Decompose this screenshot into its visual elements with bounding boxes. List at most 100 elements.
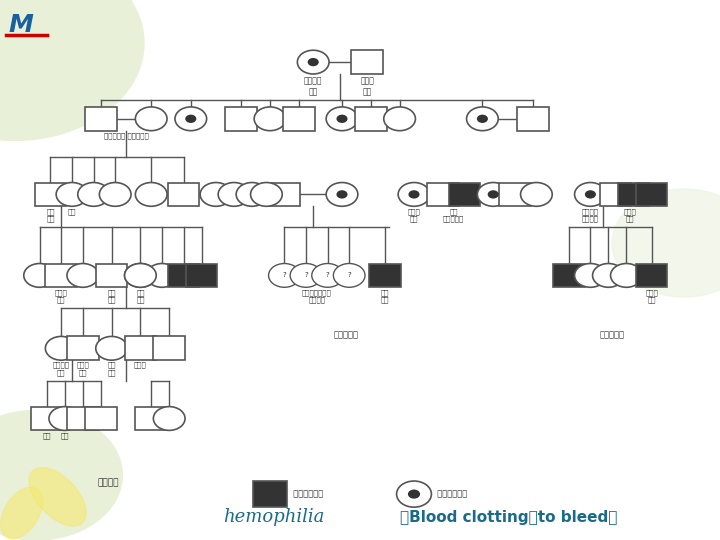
FancyBboxPatch shape: [427, 183, 459, 206]
Text: 安东尼: 安东尼: [134, 362, 147, 368]
FancyBboxPatch shape: [369, 264, 401, 287]
FancyBboxPatch shape: [96, 264, 127, 287]
Circle shape: [326, 107, 358, 131]
FancyBboxPatch shape: [253, 481, 287, 507]
Ellipse shape: [1, 487, 42, 539]
Text: 亚丰素
王子: 亚丰素 王子: [645, 289, 658, 303]
Circle shape: [24, 264, 55, 287]
FancyBboxPatch shape: [553, 264, 585, 287]
Text: 伊丽
莎白: 伊丽 莎白: [136, 289, 145, 303]
Circle shape: [200, 183, 232, 206]
Circle shape: [146, 264, 178, 287]
FancyBboxPatch shape: [153, 336, 185, 360]
Circle shape: [49, 407, 81, 430]
FancyBboxPatch shape: [135, 407, 167, 430]
Text: 维多利亚
女王: 维多利亚 女王: [304, 77, 323, 96]
Circle shape: [153, 407, 185, 430]
Circle shape: [336, 190, 348, 199]
Circle shape: [125, 264, 156, 287]
Circle shape: [175, 107, 207, 131]
FancyBboxPatch shape: [67, 407, 99, 430]
FancyBboxPatch shape: [269, 183, 300, 206]
FancyBboxPatch shape: [168, 183, 199, 206]
Circle shape: [575, 264, 606, 287]
Circle shape: [408, 190, 420, 199]
Circle shape: [0, 0, 144, 140]
FancyBboxPatch shape: [499, 183, 531, 206]
FancyBboxPatch shape: [517, 107, 549, 131]
FancyBboxPatch shape: [355, 107, 387, 131]
FancyBboxPatch shape: [67, 336, 99, 360]
Text: 英国皇族: 英国皇族: [97, 478, 119, 487]
Circle shape: [398, 183, 430, 206]
Text: 安娜: 安娜: [60, 432, 69, 438]
Text: 玛格
利特: 玛格 利特: [107, 362, 116, 376]
FancyBboxPatch shape: [85, 107, 117, 131]
Text: 西班牙皇族: 西班牙皇族: [600, 330, 624, 339]
Circle shape: [336, 114, 348, 123]
Circle shape: [477, 114, 488, 123]
FancyBboxPatch shape: [618, 183, 649, 206]
Text: hemophilia: hemophilia: [223, 508, 325, 526]
Text: ?: ?: [325, 272, 330, 279]
FancyBboxPatch shape: [636, 183, 667, 206]
FancyBboxPatch shape: [225, 107, 257, 131]
Text: 沙皇
尼古拉二世: 沙皇 尼古拉二世: [443, 208, 464, 222]
Circle shape: [78, 183, 109, 206]
Circle shape: [218, 183, 250, 206]
Circle shape: [384, 107, 415, 131]
Circle shape: [477, 183, 509, 206]
Text: 阿历
西斯: 阿历 西斯: [381, 289, 390, 303]
Circle shape: [333, 264, 365, 287]
Text: 血友病（男）: 血友病（男）: [288, 490, 323, 498]
Circle shape: [96, 336, 127, 360]
Text: 亚丰素
八世: 亚丰素 八世: [624, 208, 636, 222]
Text: 乔治
五世: 乔治 五世: [46, 208, 55, 222]
Circle shape: [236, 183, 268, 206]
Circle shape: [290, 264, 322, 287]
Text: 年轻公主在革命
中被杀害: 年轻公主在革命 中被杀害: [302, 289, 332, 303]
FancyBboxPatch shape: [85, 407, 117, 430]
Text: ?: ?: [347, 272, 351, 279]
Text: 俄罗斯皇族: 俄罗斯皇族: [333, 330, 358, 339]
Text: M: M: [9, 14, 34, 37]
Text: 爱德华
八世: 爱德华 八世: [55, 289, 68, 303]
Circle shape: [307, 58, 319, 66]
Circle shape: [45, 336, 77, 360]
Text: 维多利亚
尤罗尼亚: 维多利亚 尤罗尼亚: [582, 208, 599, 222]
Text: 菲利普
亲王: 菲利普 亲王: [76, 362, 89, 376]
Text: 伊丽莎白
女王: 伊丽莎白 女王: [53, 362, 70, 376]
Circle shape: [467, 107, 498, 131]
Circle shape: [269, 264, 300, 287]
Circle shape: [254, 107, 286, 131]
Circle shape: [487, 190, 499, 199]
Text: 爱德华七世 亚历山德拉: 爱德华七世 亚历山德拉: [104, 132, 148, 139]
Text: 亚历山
德拉: 亚历山 德拉: [408, 208, 420, 222]
FancyBboxPatch shape: [600, 183, 631, 206]
Circle shape: [56, 183, 88, 206]
Text: 携带者（女）: 携带者（女）: [432, 490, 467, 498]
Circle shape: [297, 50, 329, 74]
Text: 查理: 查理: [42, 432, 51, 438]
Circle shape: [99, 183, 131, 206]
Text: ?: ?: [282, 272, 287, 279]
Ellipse shape: [29, 468, 86, 526]
FancyBboxPatch shape: [449, 183, 480, 206]
Circle shape: [185, 114, 197, 123]
Circle shape: [0, 410, 122, 540]
Circle shape: [326, 183, 358, 206]
FancyBboxPatch shape: [283, 107, 315, 131]
Circle shape: [575, 183, 606, 206]
Circle shape: [125, 264, 156, 287]
Circle shape: [251, 183, 282, 206]
Circle shape: [593, 264, 624, 287]
FancyBboxPatch shape: [45, 264, 77, 287]
Circle shape: [585, 190, 596, 199]
Circle shape: [67, 264, 99, 287]
FancyBboxPatch shape: [125, 336, 156, 360]
Text: 乔治
六世: 乔治 六世: [107, 289, 116, 303]
Circle shape: [312, 264, 343, 287]
Text: 玛利: 玛利: [68, 208, 76, 214]
Circle shape: [611, 264, 642, 287]
Text: 阿尔拔
亲王: 阿尔拔 亲王: [360, 77, 374, 96]
